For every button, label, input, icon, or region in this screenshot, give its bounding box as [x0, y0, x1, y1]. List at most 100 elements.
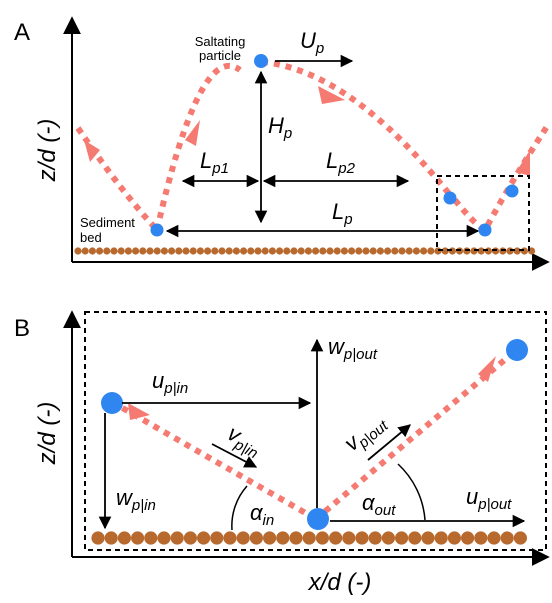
sediment-grain	[289, 531, 303, 545]
panel-b-trajectory-arrow-in	[128, 403, 150, 420]
sediment-grain	[276, 247, 284, 255]
sediment-grain	[160, 247, 168, 255]
panel-b-alpha-out-label: αout	[362, 490, 396, 519]
sediment-grain	[487, 531, 501, 545]
panel-a-particle-inset-2	[478, 223, 492, 237]
sediment-grain	[131, 531, 145, 545]
sediment-grain	[368, 531, 382, 545]
sediment-grain	[283, 247, 291, 255]
sediment-grain	[223, 531, 237, 545]
panel-a-length-label: Lp	[332, 199, 353, 228]
sediment-grain	[157, 531, 171, 545]
panel-a-length1-label: Lp1	[200, 148, 229, 177]
panel-b-v-out-label: vp|out	[339, 408, 392, 459]
sediment-grain	[268, 247, 276, 255]
sediment-grain	[434, 531, 448, 545]
sediment-grain	[500, 531, 514, 545]
sediment-grain	[412, 247, 420, 255]
sediment-grain	[204, 247, 212, 255]
sediment-grain	[232, 247, 240, 255]
sediment-grain	[196, 247, 204, 255]
sediment-grain	[210, 531, 224, 545]
sediment-grain	[355, 531, 369, 545]
panel-a-particle-label-2: particle	[199, 48, 241, 63]
sediment-grain	[254, 247, 262, 255]
sediment-grain	[225, 247, 233, 255]
sediment-grain	[103, 247, 111, 255]
sediment-grain	[276, 531, 290, 545]
panel-a-bed-label-2: bed	[80, 230, 102, 245]
sediment-grain	[218, 247, 226, 255]
sediment-grain	[139, 247, 147, 255]
panel-a-length2-label: Lp2	[326, 148, 356, 177]
sediment-grain	[236, 531, 250, 545]
sediment-grain	[474, 531, 488, 545]
sediment-grain	[376, 247, 384, 255]
sediment-grain	[91, 531, 105, 545]
sediment-grain	[447, 531, 461, 545]
sediment-grain	[420, 247, 428, 255]
panel-a-trajectory-arrow-2	[185, 120, 200, 146]
panel-a-particle-impact	[150, 223, 164, 237]
sediment-grain	[405, 247, 413, 255]
sediment-grain	[124, 247, 132, 255]
panel-a-velocity-label: Up	[300, 28, 324, 57]
panel-b-alpha-in-arc	[231, 485, 248, 531]
panel-a-particle-label-1: Saltating	[195, 34, 246, 49]
sediment-grain	[333, 247, 341, 255]
sediment-grain	[74, 247, 82, 255]
sediment-grain	[408, 531, 422, 545]
panel-b-u-out-label: up|out	[466, 484, 512, 513]
sediment-grain	[384, 247, 392, 255]
panel-b-alpha-out-arc	[397, 463, 426, 521]
sediment-grain	[81, 247, 89, 255]
panel-b-particle-impact	[307, 508, 329, 530]
panel-a-trajectory-ascent-2	[452, 123, 551, 234]
sediment-grain	[247, 247, 255, 255]
panel-b-v-in-arrow	[211, 443, 258, 468]
panel-a-particle-apex	[254, 54, 268, 68]
panel-b-trajectory-in	[110, 399, 318, 522]
sediment-grain	[340, 247, 348, 255]
sediment-grain	[315, 531, 329, 545]
sediment-grain	[104, 531, 118, 545]
sediment-grain	[96, 247, 104, 255]
sediment-grain	[302, 531, 316, 545]
panel-b: B z/d (-) x/d (-) up|in wp|in vp|in αin	[14, 310, 550, 596]
panel-b-sediment-bed	[91, 531, 528, 545]
panel-a-particle-inset-1	[443, 191, 457, 205]
sediment-grain	[153, 247, 161, 255]
sediment-grain	[261, 247, 269, 255]
panel-b-particle-in	[101, 392, 123, 414]
sediment-grain	[110, 247, 118, 255]
panel-b-particle-out	[506, 339, 528, 361]
sediment-grain	[513, 531, 528, 545]
sediment-grain	[189, 247, 197, 255]
sediment-grain	[144, 531, 158, 545]
panel-a-label: A	[14, 19, 30, 46]
sediment-grain	[329, 531, 343, 545]
sediment-grain	[348, 247, 356, 255]
sediment-grain	[132, 247, 140, 255]
sediment-grain	[342, 531, 356, 545]
panel-b-x-axis-label: x/d (-)	[308, 569, 372, 596]
panel-a-trajectory-descent-1	[75, 126, 160, 233]
panel-b-label: B	[14, 315, 30, 342]
panel-b-w-out-label: wp|out	[328, 334, 378, 363]
sediment-grain	[398, 247, 406, 255]
sediment-grain	[312, 247, 320, 255]
panel-a-inset-box	[436, 175, 530, 251]
panel-a-trajectory-arrow-3	[318, 86, 345, 104]
panel-a-trajectory-ascent-1	[154, 62, 242, 231]
sediment-grain	[362, 247, 370, 255]
panel-a-y-axis-label: z/d (-)	[34, 119, 61, 183]
panel-a-height-label: Hp	[268, 113, 292, 142]
panel-b-u-in-label: up|in	[152, 368, 188, 397]
sediment-grain	[175, 247, 183, 255]
sediment-grain	[326, 247, 334, 255]
sediment-grain	[183, 531, 197, 545]
panel-a-trajectory-arrow-4	[516, 150, 530, 176]
panel-b-v-in-label: vp|in	[222, 420, 266, 462]
sediment-grain	[381, 531, 395, 545]
